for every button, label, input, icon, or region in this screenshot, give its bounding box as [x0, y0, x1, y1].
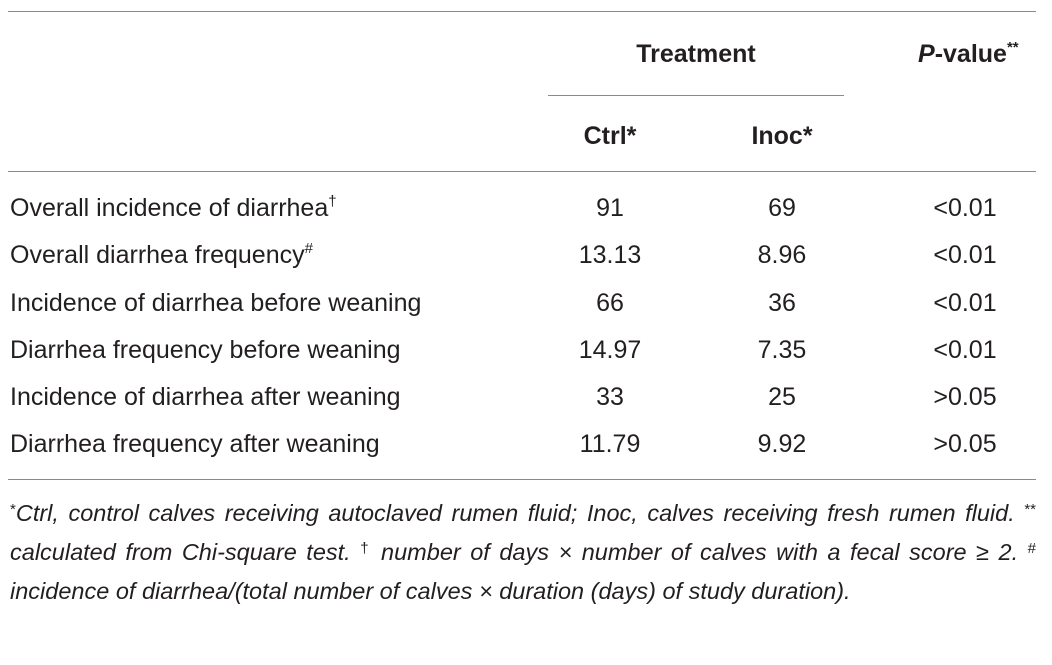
ctrl-value: 33: [596, 383, 624, 411]
inoc-value: 8.96: [757, 241, 807, 269]
footnote-mark-hash: #: [1027, 540, 1036, 557]
footnote-abbreviations: Ctrl, control calves receiving autoclave…: [15, 500, 1025, 526]
row-label-text: Incidence of diarrhea after weaning: [10, 383, 401, 411]
footnote-incidence-definition: number of days × number of calves with a…: [371, 539, 1028, 565]
row-label-text: Diarrhea frequency after weaning: [10, 430, 380, 458]
header-bottom-rule: [8, 171, 1036, 172]
table-row: Diarrhea frequency before weaning 14.97 …: [0, 335, 1052, 382]
table-bottom-rule: [8, 479, 1036, 480]
row-label: Diarrhea frequency after weaning: [10, 429, 380, 459]
p-value: <0.01: [933, 194, 997, 222]
table-row: Incidence of diarrhea after weaning 33 2…: [0, 382, 1052, 429]
inoc-header: Inoc*: [751, 122, 813, 150]
footnote-mark-asterisk: *: [10, 501, 16, 518]
ctrl-value: 91: [596, 194, 624, 222]
footnote-chi-square: calculated from Chi-square test.: [10, 539, 361, 565]
table-top-rule: [8, 11, 1036, 12]
row-label: Diarrhea frequency before weaning: [10, 335, 401, 365]
pvalue-header: P-value**: [918, 39, 1019, 69]
row-label-text: Overall incidence of diarrhea: [10, 194, 329, 222]
footnote-mark-double-asterisk: **: [1024, 501, 1036, 518]
inoc-value: 25: [768, 383, 796, 411]
p-value: <0.01: [933, 289, 997, 317]
p-value: <0.01: [933, 336, 997, 364]
table-footnote: *Ctrl, control calves receiving autoclav…: [10, 494, 1036, 611]
pvalue-suffix: -value: [934, 40, 1007, 68]
pvalue-prefix: P: [918, 40, 935, 68]
p-value: <0.01: [933, 241, 997, 269]
row-label: Incidence of diarrhea after weaning: [10, 382, 401, 412]
row-label: Overall diarrhea frequency#: [10, 240, 313, 270]
row-label-mark: #: [304, 240, 313, 257]
inoc-value: 36: [768, 289, 796, 317]
inoc-value: 9.92: [757, 430, 807, 458]
table-row: Diarrhea frequency after weaning 11.79 9…: [0, 429, 1052, 476]
pvalue-mark: **: [1006, 39, 1019, 56]
row-label: Overall incidence of diarrhea†: [10, 193, 337, 223]
table-row: Overall diarrhea frequency# 13.13 8.96 <…: [0, 240, 1052, 287]
table-row: Overall incidence of diarrhea† 91 69 <0.…: [0, 193, 1052, 240]
inoc-value: 7.35: [757, 336, 807, 364]
treatment-header: Treatment: [636, 40, 756, 68]
row-label-text: Diarrhea frequency before weaning: [10, 336, 401, 364]
row-label-text: Overall diarrhea frequency: [10, 241, 305, 269]
row-label: Incidence of diarrhea before weaning: [10, 288, 421, 318]
inoc-value: 69: [768, 194, 796, 222]
treatment-underline: [548, 95, 844, 96]
footnote-frequency-definition: incidence of diarrhea/(total number of c…: [10, 578, 851, 604]
table-row: Incidence of diarrhea before weaning 66 …: [0, 288, 1052, 335]
row-label-mark: †: [328, 193, 337, 210]
ctrl-value: 11.79: [579, 430, 641, 458]
ctrl-value: 66: [596, 289, 624, 317]
row-label-text: Incidence of diarrhea before weaning: [10, 289, 422, 317]
footnote-mark-dagger: †: [360, 540, 372, 557]
ctrl-value: 14.97: [578, 336, 642, 364]
p-value: >0.05: [933, 383, 997, 411]
p-value: >0.05: [933, 430, 997, 458]
ctrl-value: 13.13: [578, 241, 642, 269]
ctrl-header: Ctrl*: [583, 122, 637, 150]
